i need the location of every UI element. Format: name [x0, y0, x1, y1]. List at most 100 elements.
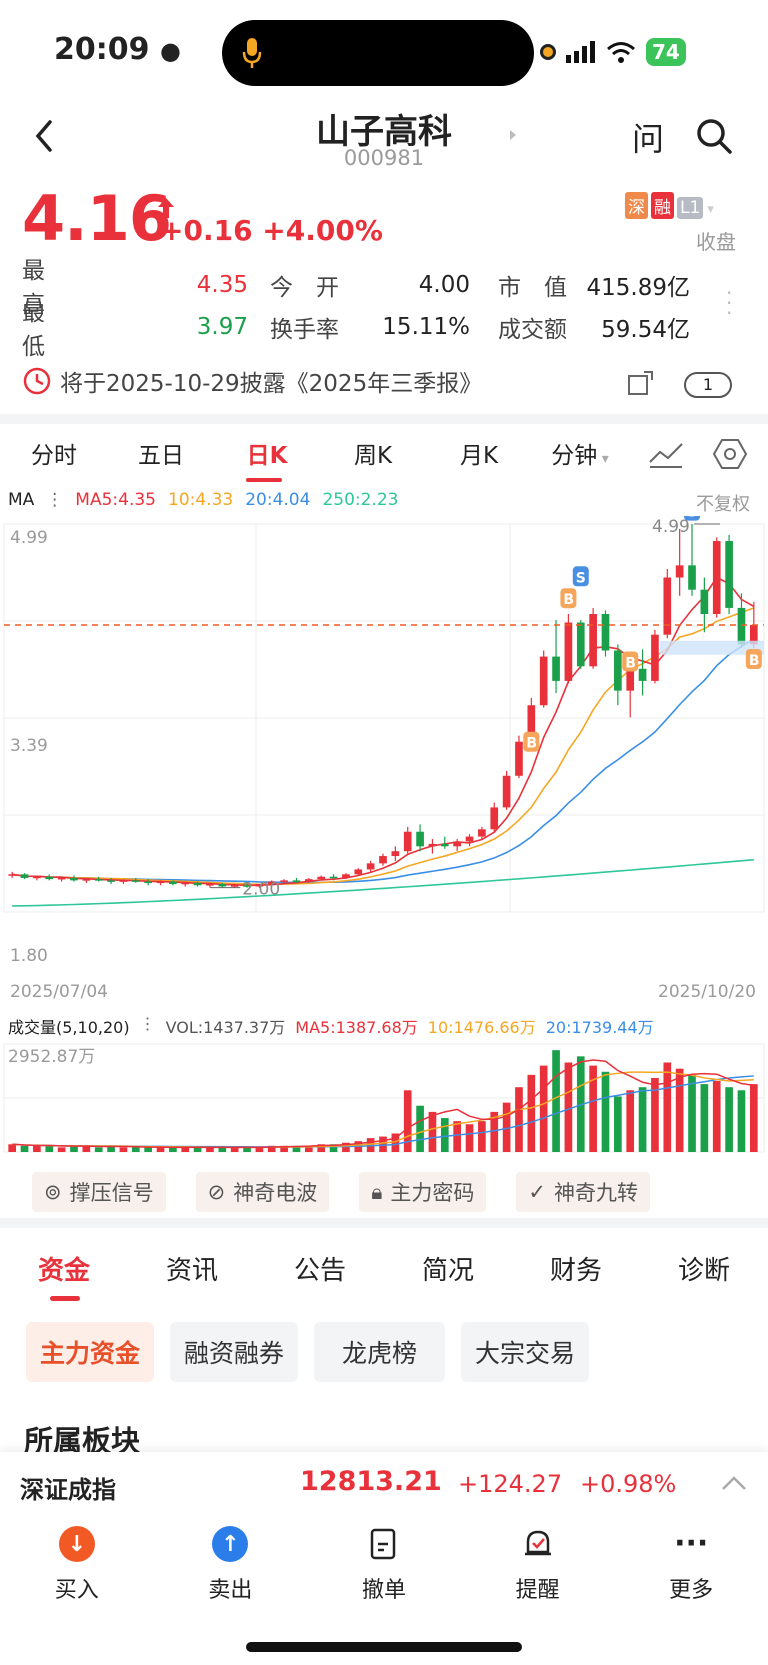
candle-body	[700, 589, 709, 615]
candle-body	[626, 668, 635, 691]
candle-body	[181, 882, 190, 885]
adjust-toggle[interactable]: 不复权	[696, 494, 750, 515]
y-axis-bottom-label: 1.80	[10, 946, 48, 966]
volume-bar	[688, 1074, 696, 1152]
price-change: +0.16 +4.00%	[160, 214, 383, 247]
buy-marker-text: B	[749, 653, 760, 669]
candle-body	[131, 880, 140, 882]
magic-wave-button[interactable]: ⊘ 神奇电波	[195, 1172, 330, 1212]
ma20-value: 20:4.04	[245, 490, 311, 510]
quote-stats: 最 高 4.35 今 开 4.00 市 值 415.89亿 最 低 3.97 换…	[22, 258, 690, 360]
volume-bar	[552, 1050, 560, 1152]
chip-margin[interactable]: 融资融券	[170, 1322, 299, 1382]
volume-chart[interactable]	[0, 1040, 768, 1154]
candle-body	[403, 831, 412, 852]
volume-bar	[539, 1065, 548, 1152]
candle-body	[57, 877, 66, 880]
candle-body	[280, 880, 288, 882]
candle-body	[502, 775, 511, 808]
tab-weekly-k[interactable]: 周K	[353, 443, 393, 469]
earnings-notice[interactable]: 将于2025-10-29披露《2025年三季报》	[22, 364, 482, 398]
volume-bar	[156, 1147, 165, 1152]
tag-margin: 融	[651, 192, 674, 219]
volume-bar	[440, 1118, 449, 1152]
tab-news[interactable]: 资讯	[165, 1256, 218, 1286]
candle-body	[552, 656, 560, 681]
volume-bar	[342, 1142, 350, 1152]
index-ticker[interactable]	[0, 1452, 768, 1516]
volume-bar	[478, 1121, 486, 1152]
more-button[interactable]: ··· 更多	[669, 1526, 714, 1603]
alert-button[interactable]: 提醒	[461, 1518, 615, 1618]
support-zone	[660, 640, 764, 655]
volume-bar	[45, 1145, 54, 1152]
volume-bar	[626, 1090, 635, 1152]
back-icon[interactable]	[30, 116, 58, 156]
volume-bar	[329, 1144, 338, 1152]
candle-body	[82, 879, 91, 881]
market-state: 收盘	[696, 230, 736, 254]
ask-button[interactable]: 问	[632, 120, 665, 158]
tab-daily-k[interactable]: 日K	[246, 443, 288, 469]
sell-button[interactable]: ↑ 卖出	[154, 1518, 308, 1618]
tab-five-day[interactable]: 五日	[138, 443, 184, 469]
caret-right-icon[interactable]	[508, 128, 518, 142]
cancel-order-button[interactable]: 撤单	[307, 1518, 461, 1618]
sell-marker-text: S	[576, 570, 586, 586]
settings-hexagon-icon[interactable]	[712, 438, 748, 470]
tab-announcements[interactable]: 公告	[293, 1256, 346, 1286]
candle-body	[490, 807, 499, 830]
tab-monthly-k[interactable]: 月K	[459, 443, 499, 469]
status-icons: 74	[540, 34, 686, 70]
volume-bar	[82, 1145, 91, 1152]
candle-body	[218, 884, 227, 887]
active-tab-indicator	[246, 478, 282, 482]
candle-body	[342, 874, 350, 878]
buy-button[interactable]: ↓ 买入	[0, 1518, 154, 1618]
magic-nine-button[interactable]: ✓ 神奇九转	[516, 1172, 651, 1212]
tab-intraday[interactable]: 分时	[31, 443, 77, 469]
volume-bar	[428, 1111, 437, 1152]
tab-minute[interactable]: 分钟 ▾	[551, 443, 609, 469]
volume-bar	[589, 1065, 597, 1152]
sell-marker	[684, 516, 701, 521]
turnover-value: 15.11%	[382, 314, 470, 340]
tab-funds[interactable]: 资金	[37, 1256, 90, 1286]
x-axis-end-label: 2025/10/20	[658, 982, 756, 1002]
share-image-icon[interactable]	[626, 370, 654, 398]
divider	[0, 1218, 768, 1228]
home-indicator	[246, 1642, 522, 1652]
volume-bar	[515, 1087, 523, 1152]
tab-financials[interactable]: 财务	[549, 1256, 602, 1286]
kline-chart[interactable]: 4.992.00BBSBSB	[0, 516, 768, 976]
candle-body	[651, 634, 659, 681]
battery-icon: 74	[646, 38, 686, 66]
support-resistance-button[interactable]: ⊚ 撑压信号	[32, 1172, 166, 1212]
y-axis-top-label: 4.99	[10, 528, 48, 548]
ma5-line	[12, 576, 755, 887]
volume-bar	[33, 1145, 41, 1152]
notice-count-badge[interactable]: 1	[684, 372, 732, 398]
indicator-chart-icon[interactable]	[648, 440, 684, 470]
chip-dragon-tiger[interactable]: 龙虎榜	[314, 1322, 446, 1382]
candle-body	[515, 741, 523, 776]
tab-diagnosis[interactable]: 诊断	[677, 1256, 730, 1286]
candle-body	[478, 829, 486, 837]
candle-body	[576, 622, 585, 667]
ma-legend: MA ⋮ MA5:4.35 10:4.33 20:4.04 250:2.23	[8, 490, 399, 510]
search-icon[interactable]	[694, 116, 734, 156]
candle-body	[107, 880, 115, 882]
chevron-up-icon[interactable]	[720, 1474, 748, 1492]
more-vertical-icon[interactable]: · · ·	[726, 281, 733, 325]
chip-block-trade[interactable]: 大宗交易	[461, 1322, 590, 1382]
tab-profile[interactable]: 简况	[421, 1256, 474, 1286]
vol-ma20: 20:1739.44万	[545, 1018, 654, 1037]
main-force-code-button[interactable]: 🔒︎ 主力密码	[359, 1172, 487, 1212]
chip-main-funds[interactable]: 主力资金	[26, 1322, 155, 1382]
tag-level1[interactable]: L1	[677, 197, 704, 219]
radar-icon: ⊚	[44, 1180, 62, 1204]
signal-icon	[566, 41, 595, 63]
volume-bar	[737, 1090, 746, 1152]
volume-bar	[144, 1147, 152, 1152]
recording-dot-icon	[540, 44, 556, 60]
